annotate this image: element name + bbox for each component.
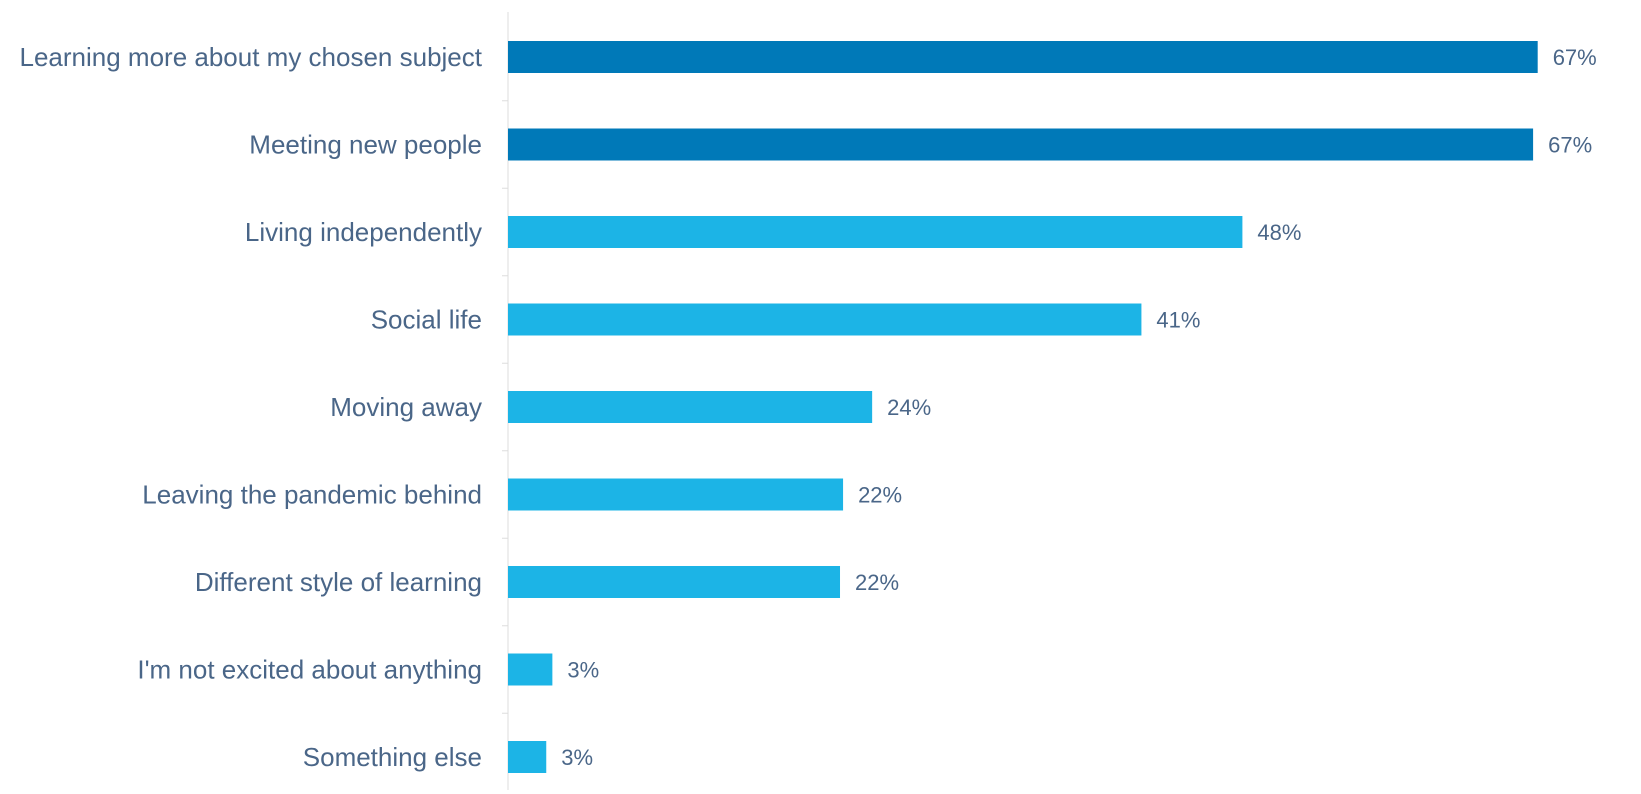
bar	[508, 391, 873, 423]
category-label: Living independently	[245, 217, 482, 247]
category-label: Different style of learning	[195, 567, 482, 597]
category-label: Moving away	[330, 392, 482, 422]
value-label: 24%	[887, 395, 931, 420]
bar	[508, 653, 553, 686]
bar	[508, 566, 841, 598]
bar	[508, 216, 1243, 248]
value-label: 3%	[561, 745, 593, 770]
category-label: Leaving the pandemic behind	[142, 480, 482, 510]
bar	[508, 303, 1142, 336]
value-labels-group: 67% 67% 48% 41% 24% 22% 22% 3% 3%	[561, 45, 1596, 770]
value-label: 67%	[1548, 133, 1592, 158]
bar	[508, 478, 844, 511]
category-label: I'm not excited about anything	[137, 655, 482, 685]
bars-group	[508, 41, 1538, 773]
category-label: Something else	[303, 742, 482, 772]
category-label: Social life	[371, 305, 482, 335]
bar	[508, 128, 1534, 161]
category-label: Learning more about my chosen subject	[20, 42, 483, 72]
bar	[508, 41, 1538, 73]
category-label: Meeting new people	[249, 130, 482, 160]
value-label: 48%	[1257, 220, 1301, 245]
value-label: 3%	[567, 658, 599, 683]
value-label: 22%	[855, 570, 899, 595]
category-labels-group: Learning more about my chosen subject Mee…	[20, 42, 483, 772]
category-axis-ticks	[502, 100, 508, 714]
value-label: 41%	[1156, 308, 1200, 333]
value-label: 22%	[858, 483, 902, 508]
value-label: 67%	[1553, 45, 1597, 70]
bar	[508, 741, 547, 773]
